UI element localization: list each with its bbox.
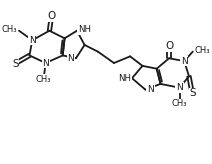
Text: CH₃: CH₃: [172, 99, 187, 108]
Text: NH: NH: [78, 25, 91, 34]
Text: O: O: [47, 11, 55, 21]
Text: CH₃: CH₃: [195, 46, 210, 55]
Text: N: N: [42, 59, 49, 68]
Text: S: S: [12, 59, 18, 69]
Text: N: N: [176, 83, 183, 92]
Text: O: O: [165, 41, 173, 51]
Text: N: N: [29, 36, 36, 45]
Text: N: N: [67, 54, 74, 63]
Text: CH₃: CH₃: [36, 75, 52, 84]
Text: NH: NH: [118, 74, 131, 83]
Text: N: N: [147, 85, 154, 94]
Text: CH₃: CH₃: [2, 25, 17, 34]
Text: N: N: [181, 57, 188, 66]
Text: S: S: [190, 88, 196, 98]
